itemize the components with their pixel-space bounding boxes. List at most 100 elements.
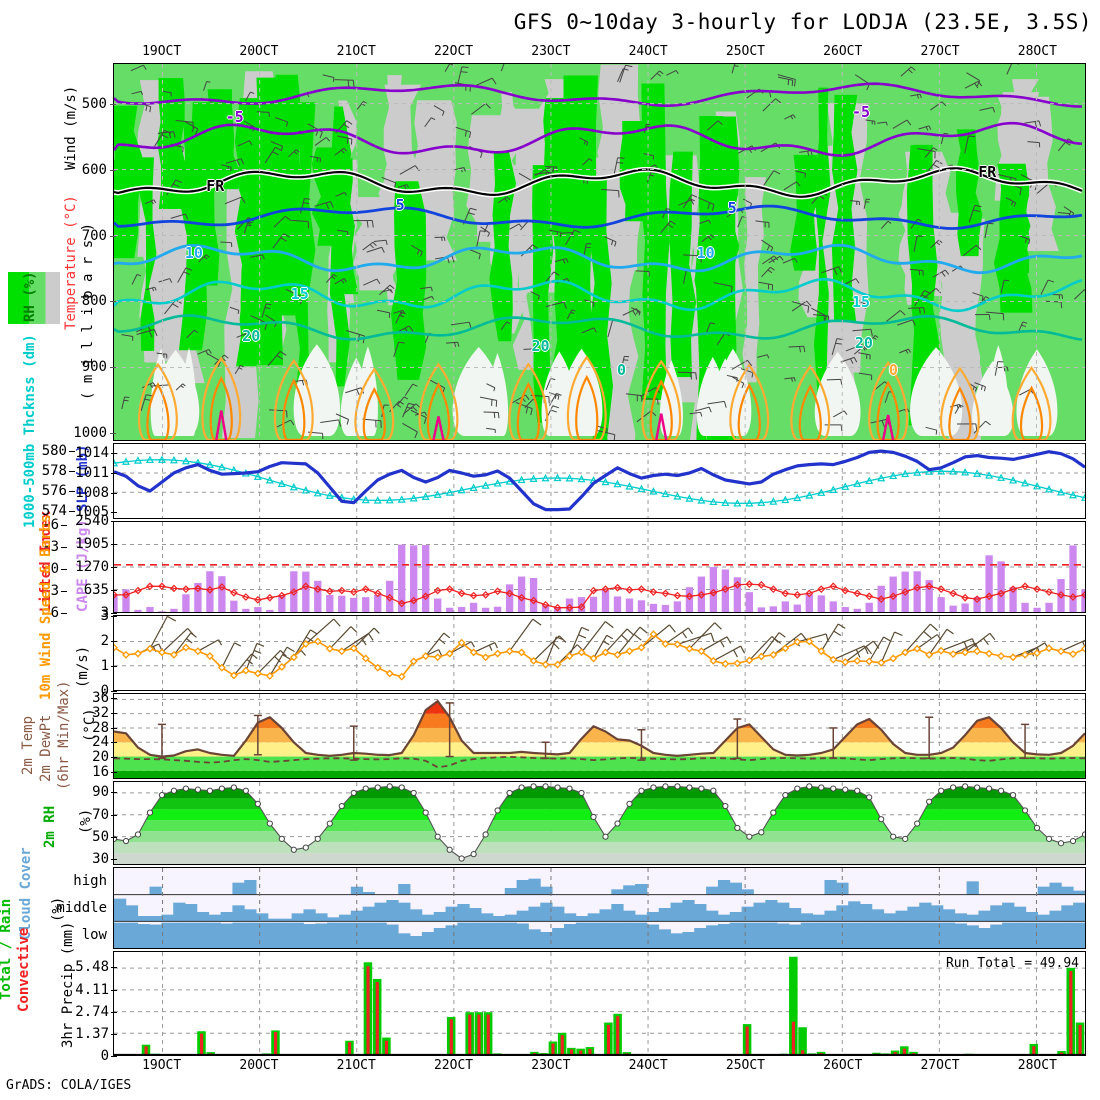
date-tick: 25OCT (725, 1058, 766, 1073)
date-tick: 23OCT (531, 1058, 571, 1073)
axis-tick-mark (111, 727, 117, 729)
axis-tick-mark (61, 591, 67, 593)
axis-tick-mark (111, 814, 117, 816)
axis-tick-label: 580 (41, 443, 67, 459)
axis-tick-label: 50 (92, 829, 109, 845)
axis-tick-mark (111, 452, 117, 454)
date-tick: 21OCT (336, 44, 376, 59)
cloud-row-label-low: low (81, 927, 107, 944)
date-tick: 23OCT (531, 44, 571, 59)
axis-tick-label: 90 (92, 784, 109, 801)
date-tick: 22OCT (433, 44, 474, 59)
axis-tick-label: 3 (100, 608, 109, 625)
contour-label: FR (978, 162, 997, 181)
axis-tick-mark (61, 525, 67, 527)
pressure-tick-mark (110, 367, 116, 369)
axis-tick-mark (111, 967, 117, 969)
upper-temp-legend: Temperature (°C) (63, 195, 79, 330)
axis-tick-label: 6 (50, 605, 59, 621)
bottom-date-axis: 19OCT 20OCT 21OCT 22OCT 23OCT 24OCT 25OCT 26OCT… (113, 1058, 1086, 1078)
axis-tick-label: 32 (92, 705, 109, 722)
cape-lifted-index-panel (113, 521, 1086, 613)
axis-tick-mark (111, 512, 117, 514)
run-total-label: Run Total = 49.94 (945, 956, 1079, 971)
axis-tick-mark (111, 612, 117, 614)
axis-tick-label: 1008 (75, 484, 109, 501)
precipitation-panel: Run Total = 49.94 (113, 951, 1086, 1056)
axis-tick-label: 16 (92, 763, 109, 780)
axis-tick-label: 1011 (75, 464, 109, 481)
upper-rh-legend-swatch (8, 272, 60, 324)
axis-tick-label: 574 (41, 503, 67, 519)
relative-humidity-panel (113, 781, 1086, 865)
axis-tick-mark (111, 641, 117, 643)
contour-label: 20 (531, 336, 550, 355)
contour-label: 20 (854, 333, 873, 352)
axis-tick-mark (111, 771, 117, 773)
rh-panel-label: 2m RH (42, 805, 58, 848)
axis-tick-label: 576 (41, 483, 67, 499)
axis-tick-label: 20 (92, 749, 109, 766)
pressure-tick-mark (110, 169, 116, 171)
axis-tick-mark (111, 1011, 117, 1013)
contour-label: 5 (395, 195, 405, 214)
axis-tick-mark (61, 569, 67, 571)
axis-tick-label: 0 (50, 561, 59, 578)
date-tick: 26OCT (823, 1058, 863, 1073)
axis-tick-mark (69, 491, 75, 492)
pressure-tick-label: 500 (81, 95, 107, 112)
contour-label: 20 (242, 327, 261, 346)
axis-tick-label: 1270 (75, 559, 109, 575)
contour-label: 0 (616, 361, 626, 380)
pressure-tick-label: 600 (81, 161, 107, 178)
date-tick: 20OCT (239, 1058, 279, 1073)
wind-speed-panel (113, 615, 1086, 691)
axis-tick-mark (111, 691, 117, 692)
axis-tick-label: 2540 (75, 513, 109, 529)
pressure-tick-label: 800 (81, 293, 107, 310)
axis-tick-label: 1 (100, 658, 109, 675)
axis-tick-label: 1.37 (75, 1025, 109, 1042)
axis-tick-label: 70 (92, 806, 109, 823)
axis-tick-mark (111, 713, 117, 715)
date-tick: 27OCT (920, 1058, 960, 1073)
cloud-panel-units: (%) (50, 896, 66, 922)
axis-tick-label: 1905 (75, 536, 109, 552)
precip-total-rain-label: Total / Rain (0, 898, 14, 1000)
date-tick: 26OCT (823, 44, 863, 59)
axis-tick-mark (111, 1056, 117, 1057)
axis-tick-label: 28 (92, 719, 109, 736)
axis-tick-label: 5.48 (75, 959, 109, 976)
axis-tick-label: 30 (92, 851, 109, 868)
upper-rh-legend: RH (%) (22, 271, 38, 322)
upper-air-panel: -5 -5 FR FR 5 5 10 10 15 15 20 20 20 0 0 (113, 63, 1086, 441)
top-date-axis: 19OCT 20OCT 21OCT 22OCT 23OCT 24OCT 25OCT 26OCT… (113, 44, 1086, 64)
cloud-row-label-middle: middle (56, 900, 107, 916)
axis-tick-label: 2.74 (75, 1003, 109, 1020)
grads-credit: GrADS: COLA/IGES (6, 1078, 132, 1093)
axis-tick-mark (111, 989, 117, 991)
axis-tick-label: 36 (92, 690, 109, 707)
axis-tick-mark (69, 471, 75, 472)
axis-tick-mark (111, 567, 117, 568)
axis-tick-mark (111, 544, 117, 545)
date-tick: 24OCT (628, 44, 668, 59)
axis-tick-label: 0 (100, 1048, 109, 1064)
cloud-row-label-high: high (73, 872, 107, 889)
axis-tick-mark (69, 511, 75, 512)
pressure-tick-mark (110, 301, 116, 303)
contour-label: 0 (888, 361, 898, 380)
slp-thickness-panel (113, 443, 1086, 519)
pressure-tick-mark (110, 235, 116, 237)
axis-tick-label: -6 (42, 517, 59, 534)
axis-tick-mark (111, 1033, 117, 1035)
axis-tick-label: 3 (100, 604, 109, 621)
pressure-tick-mark (110, 103, 116, 105)
axis-tick-mark (111, 837, 117, 838)
axis-tick-mark (111, 742, 117, 744)
contour-label: 10 (184, 244, 203, 263)
contour-label: -5 (225, 108, 244, 127)
axis-tick-label: 635 (83, 582, 109, 598)
date-tick: 25OCT (725, 44, 766, 59)
pressure-tick-label: 700 (81, 227, 107, 244)
